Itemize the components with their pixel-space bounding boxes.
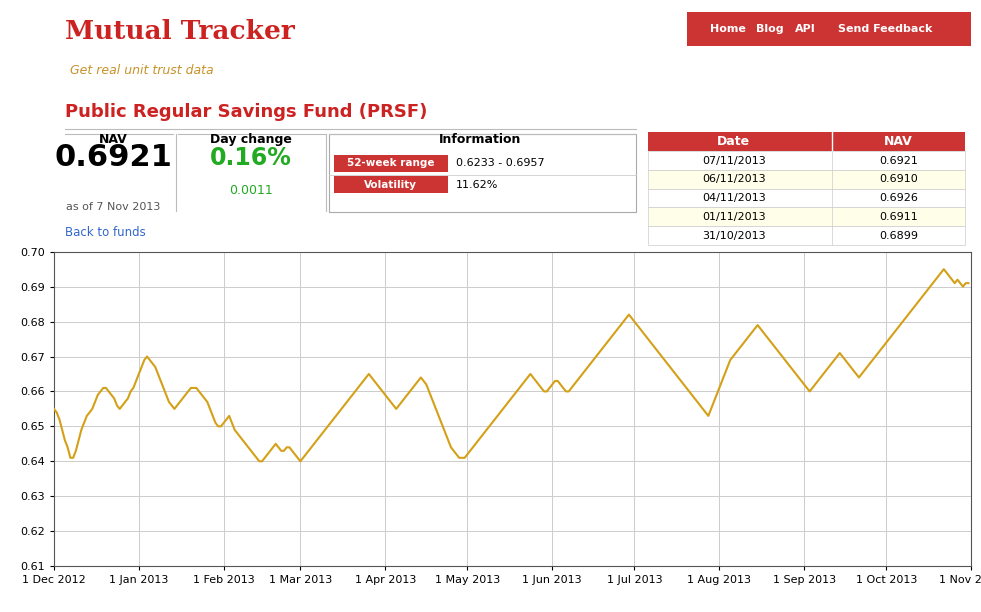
FancyBboxPatch shape (648, 207, 964, 226)
Text: Send Feedback: Send Feedback (838, 24, 933, 34)
Text: 0.6911: 0.6911 (879, 212, 917, 222)
FancyBboxPatch shape (334, 155, 448, 171)
Text: 0.6921: 0.6921 (55, 143, 173, 173)
Text: 0.0011: 0.0011 (230, 184, 273, 197)
Text: as of 7 Nov 2013: as of 7 Nov 2013 (67, 202, 161, 212)
FancyBboxPatch shape (648, 132, 964, 151)
Text: Volatility: Volatility (364, 180, 417, 190)
Text: 07/11/2013: 07/11/2013 (701, 155, 765, 166)
Text: 0.16%: 0.16% (210, 146, 292, 170)
Text: Mutual Tracker: Mutual Tracker (65, 19, 294, 44)
Text: Day change: Day change (210, 133, 292, 146)
FancyBboxPatch shape (687, 12, 971, 46)
Text: 0.6233 - 0.6957: 0.6233 - 0.6957 (456, 158, 544, 168)
Text: NAV: NAV (884, 135, 912, 148)
Text: Blog: Blog (755, 24, 783, 34)
FancyBboxPatch shape (334, 176, 448, 193)
FancyBboxPatch shape (648, 226, 964, 245)
FancyBboxPatch shape (648, 151, 964, 170)
Text: 0.6899: 0.6899 (879, 231, 918, 241)
Text: 31/10/2013: 31/10/2013 (702, 231, 765, 241)
Text: 0.6910: 0.6910 (879, 174, 917, 184)
Text: 0.6926: 0.6926 (879, 193, 918, 203)
Text: Back to funds: Back to funds (65, 226, 146, 239)
Text: 01/11/2013: 01/11/2013 (702, 212, 765, 222)
Text: 04/11/2013: 04/11/2013 (701, 193, 765, 203)
FancyBboxPatch shape (648, 188, 964, 207)
Text: Home: Home (710, 24, 746, 34)
Text: Information: Information (439, 133, 522, 146)
FancyBboxPatch shape (648, 170, 964, 188)
Text: 52-week range: 52-week range (347, 158, 435, 168)
Text: API: API (795, 24, 816, 34)
Text: 11.62%: 11.62% (456, 180, 498, 190)
Text: 0.6921: 0.6921 (879, 155, 918, 166)
Text: Date: Date (717, 135, 750, 148)
Text: 06/11/2013: 06/11/2013 (702, 174, 765, 184)
Text: Get real unit trust data: Get real unit trust data (71, 64, 214, 77)
FancyBboxPatch shape (329, 134, 637, 212)
Text: Public Regular Savings Fund (PRSF): Public Regular Savings Fund (PRSF) (65, 103, 428, 121)
Text: NAV: NAV (99, 133, 128, 146)
